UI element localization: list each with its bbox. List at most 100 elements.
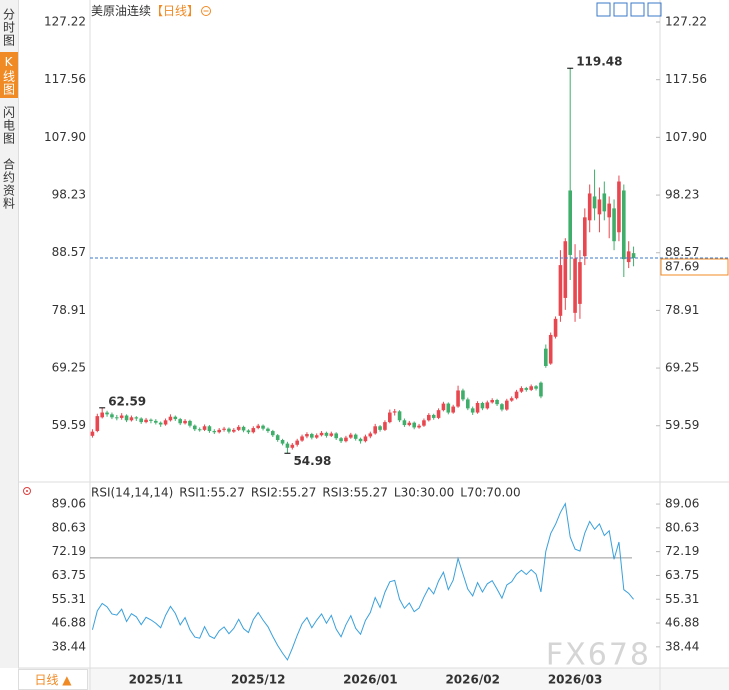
candle-body [563, 241, 568, 298]
y-tick-label-right: 55.31 [665, 592, 699, 606]
candle-body [427, 414, 431, 421]
candle-body [310, 434, 314, 438]
candle-body [402, 420, 407, 426]
candle-body [451, 406, 455, 413]
tool-shrink[interactable] [613, 2, 628, 17]
candle-body [578, 262, 582, 304]
candle-body [626, 251, 631, 263]
toolbar[interactable] [596, 2, 662, 17]
candle-body [548, 334, 553, 364]
candle-body [110, 414, 114, 418]
legend-entry: L70:70.00 [460, 486, 520, 500]
y-tick-label-left: 69.25 [52, 361, 86, 375]
tool-zoom[interactable] [596, 2, 611, 17]
candle-body [158, 422, 163, 425]
x-tick-label: 2025/12 [231, 673, 285, 687]
candle-body [617, 181, 621, 233]
candle-body [495, 400, 499, 405]
candle-body [119, 415, 124, 418]
candle-body [149, 419, 153, 421]
candle-body [456, 390, 460, 407]
candle-body [607, 203, 611, 218]
tool-right[interactable] [647, 2, 662, 17]
y-tick-label-right: 38.44 [665, 639, 699, 653]
tab[interactable]: 分时图 [1, 7, 16, 47]
x-tick-label: 2026/02 [445, 673, 499, 687]
candle-body [183, 420, 187, 424]
title-add-icon [201, 6, 212, 16]
rsi-line [91, 502, 634, 661]
last-price-label: 87.69 [665, 259, 699, 273]
y-tick-label-left: 38.44 [52, 639, 86, 653]
candle-body [168, 416, 173, 421]
y-tick-label-left: 80.63 [52, 520, 86, 534]
candle-body [368, 433, 373, 437]
candle-body [90, 431, 95, 436]
y-tick-label-left: 46.88 [52, 616, 86, 630]
candle-body [568, 190, 572, 255]
y-tick-label-right: 89.06 [665, 497, 699, 511]
candle-body [592, 196, 597, 209]
candle-body [431, 414, 436, 418]
candle-body [275, 435, 280, 441]
candle-body [524, 388, 529, 390]
candle-body [319, 432, 324, 436]
candle-body [505, 400, 509, 410]
candle-body [436, 410, 441, 418]
candle-body [363, 436, 368, 442]
candle-body [529, 386, 533, 390]
candle-body [163, 420, 168, 425]
tab[interactable]: 合约资料 [1, 158, 16, 210]
tab[interactable]: 闪电图 [1, 105, 16, 145]
candle-body [124, 415, 129, 421]
extreme-label: 119.48 [576, 55, 622, 69]
sidebar: 分时图 K线图 闪电图 合约资料 [0, 0, 19, 668]
candle-body [129, 417, 134, 421]
candle-body [461, 390, 465, 400]
y-tick-label-right: 98.23 [665, 188, 699, 202]
candle-body [271, 431, 275, 436]
candle-body [329, 433, 334, 436]
candle-body [212, 431, 217, 433]
legend-entry: RSI2:55.27 [251, 486, 317, 500]
candle-body [178, 419, 182, 424]
rsi-settings-icon[interactable] [23, 487, 31, 495]
legend-entry: L30:30.00 [394, 486, 454, 500]
candle-body [519, 388, 524, 392]
candle-body [470, 408, 475, 413]
candle-body [280, 440, 285, 444]
candle-body [583, 217, 587, 257]
candle-body [173, 416, 178, 420]
y-tick-label-left: 59.59 [52, 418, 86, 432]
candle-body [480, 402, 485, 409]
candle-body [266, 428, 270, 432]
candle-body [631, 253, 636, 258]
legend-entry: RSI3:55.27 [322, 486, 388, 500]
candle-body [324, 432, 329, 436]
candle-body [344, 437, 348, 442]
candle-body [139, 418, 143, 423]
candle-body [500, 404, 504, 410]
candle-body [134, 417, 139, 419]
candle-body [383, 422, 387, 430]
candle-body [154, 420, 158, 423]
candle-body [256, 425, 260, 429]
y-tick-label-right: 69.25 [665, 361, 699, 375]
candle-body [95, 416, 100, 432]
candle-body [388, 412, 392, 423]
period-button[interactable]: 日线 ▲ [18, 669, 88, 690]
candle-body [412, 422, 416, 428]
candle-body [558, 265, 563, 316]
tool-left[interactable] [630, 2, 645, 17]
y-tick-label-right: 63.75 [665, 568, 699, 582]
candle-body [466, 399, 470, 409]
candle-body [446, 403, 451, 413]
candle-body [602, 193, 607, 212]
y-tick-label-left: 127.22 [44, 15, 86, 29]
candle-body [485, 402, 490, 409]
candle-body [334, 433, 338, 439]
candle-body [373, 426, 377, 434]
tab-active[interactable]: K线图 [0, 52, 18, 98]
candle-body [358, 438, 363, 442]
